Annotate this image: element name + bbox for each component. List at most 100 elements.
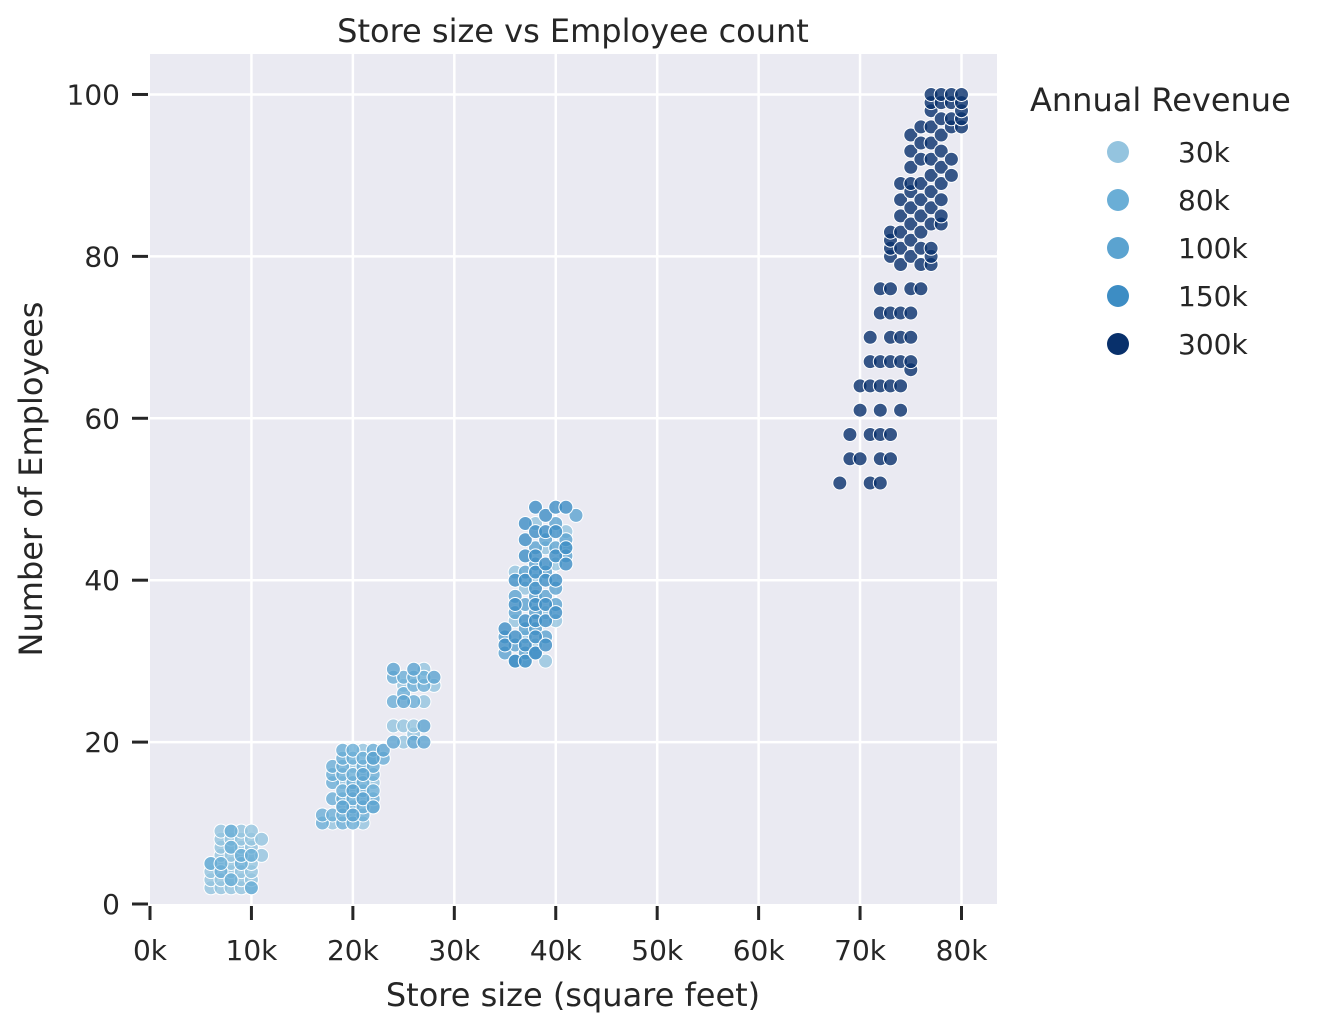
- data-point: [243, 847, 259, 863]
- data-point: [893, 378, 909, 394]
- data-point: [913, 208, 929, 224]
- data-point: [528, 580, 543, 596]
- data-point: [528, 645, 543, 661]
- data-point: [365, 799, 381, 815]
- legend-label: 300k: [1178, 328, 1248, 361]
- data-point: [923, 184, 939, 200]
- legend-marker-80k: [1107, 189, 1129, 211]
- data-point: [852, 402, 868, 418]
- x-tick-label: 0k: [133, 934, 168, 967]
- data-point: [548, 572, 564, 588]
- data-point: [355, 767, 371, 782]
- data-point: [375, 742, 391, 758]
- data-point: [923, 167, 939, 183]
- data-point: [558, 499, 574, 515]
- data-point: [517, 653, 533, 669]
- plot-background: [150, 54, 997, 904]
- data-point: [568, 507, 584, 523]
- data-point: [223, 839, 239, 855]
- data-point: [872, 475, 888, 491]
- data-point: [416, 718, 432, 734]
- data-point: [538, 653, 554, 669]
- data-point: [243, 823, 259, 839]
- grid-lines: [150, 54, 997, 904]
- data-point: [335, 799, 351, 815]
- legend-marker-300k: [1107, 333, 1129, 355]
- data-point: [832, 475, 848, 491]
- data-point: [923, 135, 939, 151]
- data-point: [538, 597, 554, 612]
- legend-items: 30k 80k 100k 150k 300k: [1107, 136, 1248, 361]
- data-point: [517, 637, 533, 653]
- legend-label: 150k: [1178, 280, 1248, 313]
- data-point: [923, 200, 939, 216]
- x-axis: 0k 10k 20k 30k 40k 50k 60k 70k 80k: [133, 906, 988, 967]
- data-point: [893, 224, 909, 240]
- data-point: [933, 208, 949, 224]
- data-point: [213, 856, 229, 871]
- data-point: [345, 783, 361, 799]
- data-point: [903, 200, 919, 216]
- data-point: [558, 540, 574, 556]
- legend-label: 100k: [1178, 232, 1248, 265]
- x-tick-label: 10k: [226, 934, 279, 967]
- data-point: [396, 694, 412, 710]
- x-tick-label: 30k: [428, 934, 481, 967]
- data-point: [365, 750, 381, 766]
- data-point: [528, 499, 543, 515]
- data-point: [883, 281, 898, 297]
- data-point: [558, 556, 574, 572]
- data-point: [883, 427, 898, 442]
- data-point: [528, 564, 543, 580]
- y-tick-label: 40: [84, 564, 120, 597]
- chart-title: Store size vs Employee count: [337, 12, 809, 50]
- data-point: [538, 613, 554, 629]
- legend: Annual Revenue 30k 80k 100k 150k 300k: [1030, 81, 1291, 361]
- data-point: [345, 807, 361, 823]
- data-point: [883, 451, 898, 467]
- y-tick-label: 60: [84, 402, 120, 435]
- x-tick-label: 80k: [936, 934, 989, 967]
- data-point: [852, 451, 868, 467]
- series-300k: [832, 87, 969, 491]
- y-tick-label: 20: [84, 726, 120, 759]
- data-point: [923, 240, 939, 256]
- legend-label: 30k: [1178, 136, 1231, 169]
- data-point: [528, 629, 543, 645]
- data-point: [223, 872, 239, 888]
- data-point: [517, 516, 533, 531]
- x-axis-label: Store size (square feet): [386, 976, 760, 1014]
- data-point: [933, 192, 949, 208]
- y-axis: 0 20 40 60 80 100: [67, 78, 148, 921]
- legend-label: 80k: [1178, 184, 1231, 217]
- data-point: [497, 621, 513, 637]
- data-point: [933, 159, 949, 175]
- y-tick-label: 0: [102, 888, 120, 921]
- data-point: [943, 151, 959, 167]
- data-point: [903, 143, 919, 159]
- y-axis-label: Number of Employees: [12, 302, 50, 657]
- data-point: [893, 192, 909, 208]
- legend-marker-150k: [1107, 285, 1129, 307]
- data-point: [903, 354, 919, 370]
- data-point: [903, 232, 919, 248]
- data-point: [406, 661, 422, 677]
- data-point: [913, 281, 929, 297]
- data-point: [933, 143, 949, 159]
- data-point: [517, 532, 533, 548]
- data-point: [426, 669, 442, 685]
- data-point: [933, 176, 949, 191]
- data-point: [538, 556, 554, 572]
- data-point: [893, 257, 909, 272]
- data-point: [903, 329, 919, 345]
- data-point: [223, 823, 239, 839]
- data-point: [893, 208, 909, 224]
- data-point: [538, 637, 554, 653]
- data-point: [365, 783, 381, 799]
- data-point: [497, 637, 513, 653]
- data-point: [355, 791, 371, 807]
- data-point: [548, 548, 564, 564]
- data-point: [913, 176, 929, 191]
